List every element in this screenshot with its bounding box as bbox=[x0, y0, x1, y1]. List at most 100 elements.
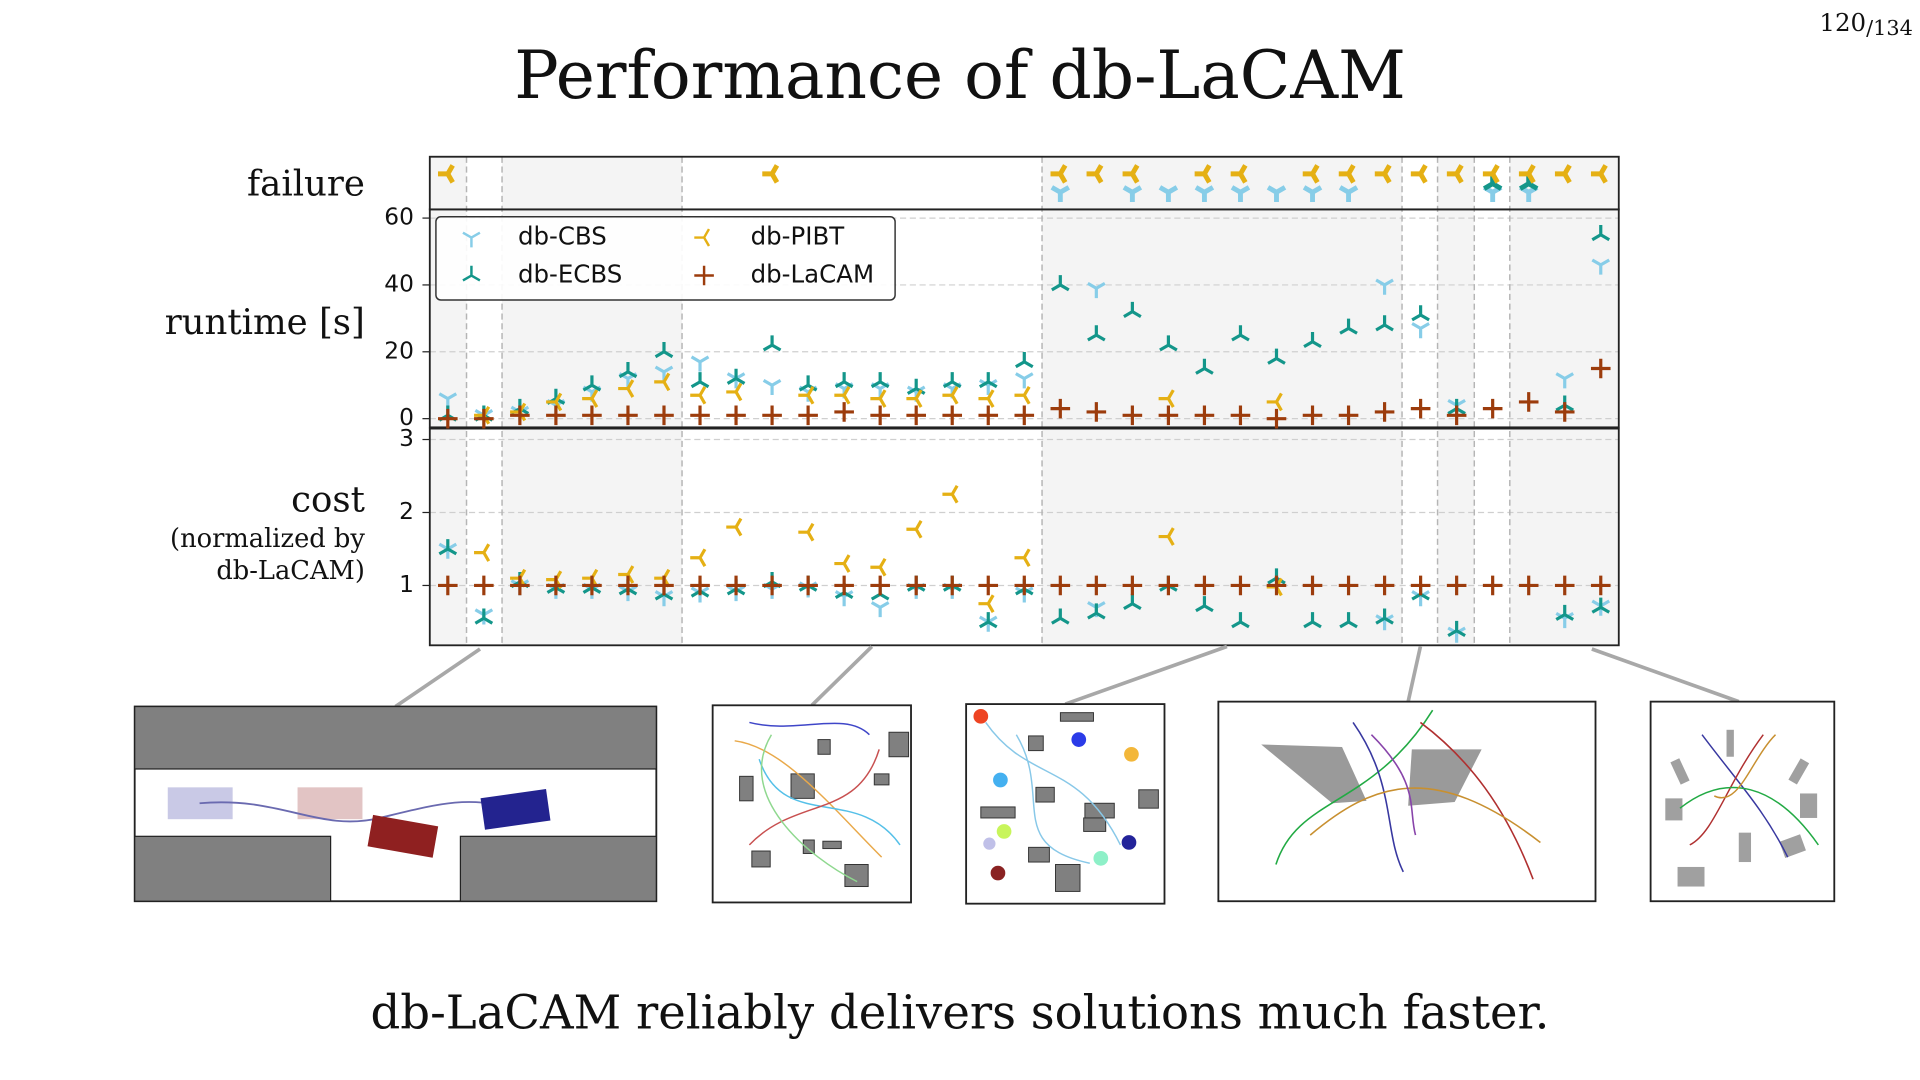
failure-marker bbox=[1266, 185, 1287, 203]
data-point bbox=[726, 382, 743, 402]
data-point bbox=[582, 375, 602, 392]
legend-marker bbox=[694, 228, 711, 247]
data-point bbox=[762, 378, 782, 396]
data-point bbox=[582, 389, 599, 408]
legend-marker bbox=[694, 265, 714, 286]
data-point bbox=[1555, 372, 1575, 389]
data-point bbox=[582, 575, 602, 596]
data-point bbox=[870, 389, 887, 408]
data-point bbox=[1014, 575, 1035, 596]
thumbnail-unicycles bbox=[965, 703, 1166, 905]
thumbnail-3d bbox=[1217, 700, 1597, 903]
data-point bbox=[690, 355, 710, 372]
data-point bbox=[1482, 575, 1503, 596]
data-point bbox=[1410, 575, 1431, 596]
data-point bbox=[1411, 322, 1430, 339]
connectors bbox=[394, 644, 1740, 709]
data-point bbox=[1158, 405, 1179, 426]
data-point bbox=[870, 405, 890, 426]
failure-marker bbox=[1338, 164, 1356, 184]
failure-marker bbox=[1302, 185, 1323, 203]
data-point bbox=[1266, 575, 1287, 596]
failure-marker bbox=[1482, 164, 1500, 184]
data-point bbox=[1339, 318, 1358, 335]
data-point bbox=[1374, 575, 1395, 596]
data-point bbox=[1014, 548, 1031, 568]
data-point bbox=[438, 539, 458, 556]
data-point bbox=[942, 385, 959, 405]
data-point bbox=[1303, 612, 1322, 629]
failure-marker bbox=[1086, 164, 1104, 184]
panel-frames bbox=[428, 155, 1620, 647]
data-point bbox=[1375, 315, 1394, 332]
y-tick-label: 20 bbox=[384, 337, 414, 364]
data-point bbox=[1087, 325, 1106, 342]
data-point bbox=[474, 543, 491, 562]
data-point bbox=[510, 405, 530, 426]
data-point bbox=[654, 372, 671, 392]
data-point bbox=[1122, 575, 1143, 596]
legend-marker bbox=[462, 231, 481, 248]
data-point bbox=[870, 601, 890, 618]
data-point bbox=[1590, 358, 1611, 379]
failure-marker bbox=[762, 164, 780, 184]
failure-marker bbox=[1230, 164, 1248, 184]
data-point bbox=[906, 519, 923, 539]
data-point bbox=[1339, 612, 1358, 629]
data-point bbox=[690, 385, 707, 405]
data-point bbox=[762, 335, 782, 352]
y-axis-label: (normalized by bbox=[170, 524, 365, 554]
data-point bbox=[1230, 405, 1251, 426]
data-point bbox=[834, 385, 851, 405]
data-point bbox=[1086, 402, 1107, 422]
data-point bbox=[1230, 575, 1251, 596]
data-point bbox=[1447, 620, 1466, 637]
data-point bbox=[1554, 575, 1575, 596]
failure-marker bbox=[1194, 185, 1215, 203]
thumbnail-3d-dense bbox=[1649, 700, 1836, 903]
data-point bbox=[942, 484, 959, 504]
data-point bbox=[1446, 405, 1467, 426]
data-point bbox=[1555, 604, 1575, 621]
failure-marker bbox=[1122, 164, 1140, 184]
data-point bbox=[1267, 348, 1286, 365]
data-point bbox=[618, 362, 638, 379]
data-point bbox=[1374, 402, 1395, 422]
data-point bbox=[1087, 603, 1106, 620]
failure-label: failure bbox=[247, 164, 365, 205]
slide-title: Performance of db-LaCAM bbox=[514, 37, 1406, 114]
failure-marker bbox=[1050, 185, 1071, 203]
data-point bbox=[474, 575, 494, 596]
data-point bbox=[1014, 385, 1031, 405]
data-point bbox=[1195, 596, 1214, 613]
data-point bbox=[1591, 597, 1611, 614]
data-point bbox=[1410, 398, 1431, 419]
data-point bbox=[978, 372, 998, 389]
data-point bbox=[1015, 372, 1034, 389]
data-point bbox=[1122, 405, 1143, 426]
data-point bbox=[1015, 352, 1034, 369]
data-point bbox=[834, 402, 854, 422]
data-point bbox=[438, 575, 458, 596]
data-point bbox=[1158, 389, 1175, 408]
failure-marker bbox=[1410, 164, 1428, 184]
data-point bbox=[1158, 575, 1179, 596]
data-point bbox=[474, 608, 494, 625]
data-point bbox=[690, 405, 710, 426]
data-point bbox=[906, 575, 926, 596]
data-point bbox=[726, 405, 746, 426]
data-point bbox=[546, 392, 563, 412]
y-tick-label: 60 bbox=[384, 204, 414, 231]
data-point bbox=[690, 372, 710, 389]
data-point bbox=[618, 379, 635, 398]
data-point bbox=[1266, 392, 1283, 412]
data-point bbox=[654, 405, 674, 426]
data-point bbox=[1518, 575, 1539, 596]
data-point bbox=[1590, 575, 1611, 596]
data-point bbox=[1195, 358, 1214, 375]
legend-label: db-LaCAM bbox=[751, 260, 874, 289]
failure-marker bbox=[1590, 164, 1608, 184]
data-point bbox=[1158, 527, 1175, 546]
